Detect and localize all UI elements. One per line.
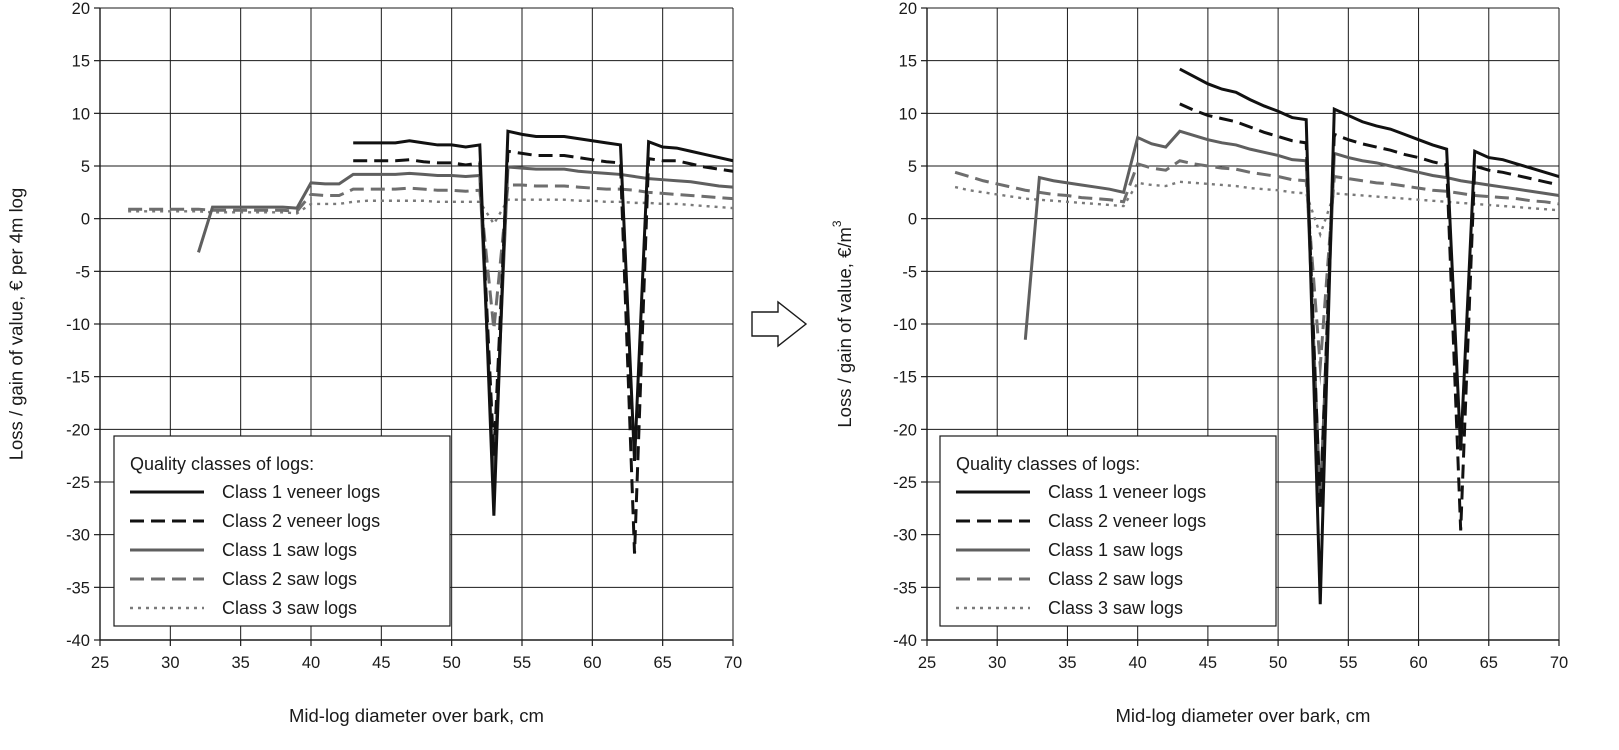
left-series-class-3-saw-logs — [128, 198, 734, 227]
right-x-axis-title: Mid-log diameter over bark, cm — [1116, 705, 1371, 726]
right-y-tick-label: 10 — [899, 105, 917, 123]
left-x-tick-label: 60 — [583, 654, 601, 672]
right-y-tick-label: -20 — [893, 421, 917, 439]
left-series-class-1-saw-logs — [197, 165, 734, 483]
left-y-tick-label: -10 — [66, 316, 90, 334]
left-x-tick-label: 25 — [91, 654, 109, 672]
right-y-tick-label: 15 — [899, 53, 917, 71]
left-legend-title: Quality classes of logs: — [130, 454, 314, 474]
right-series-class-2-saw-logs — [954, 159, 1560, 387]
right-y-tick-label: -10 — [893, 316, 917, 334]
right-chart: Quality classes of logs: Class 1 veneer … — [830, 0, 1568, 726]
left-y-tick-label: -20 — [66, 421, 90, 439]
right-x-tick-label: 60 — [1409, 654, 1427, 672]
right-legend-label: Class 3 saw logs — [1048, 598, 1183, 618]
left-series-class-2-veneer-logs — [353, 149, 734, 554]
left-x-axis-title: Mid-log diameter over bark, cm — [289, 705, 544, 726]
left-legend-label: Class 2 veneer logs — [222, 511, 380, 531]
right-y-tick-label: 0 — [908, 211, 917, 229]
left-series-class-1-veneer-logs — [353, 129, 734, 516]
left-legend-label: Class 1 veneer logs — [222, 482, 380, 502]
left-y-tick-label: 15 — [72, 53, 90, 71]
left-x-tick-label: 65 — [653, 654, 671, 672]
left-legend-box — [113, 435, 451, 627]
right-legend-label: Class 1 saw logs — [1048, 540, 1183, 560]
left-y-tick-label: -25 — [66, 474, 90, 492]
left-y-tick-label: 10 — [72, 105, 90, 123]
left-y-tick-label: 0 — [81, 211, 90, 229]
left-y-tick-label: -30 — [66, 527, 90, 545]
right-y-tick-label: -30 — [893, 527, 917, 545]
right-x-tick-label: 35 — [1058, 654, 1076, 672]
right-y-axis-title-sup: 3 — [830, 220, 844, 227]
right-y-tick-label: -15 — [893, 369, 917, 387]
right-y-tick-label: -40 — [893, 632, 917, 650]
right-x-tick-label: 45 — [1199, 654, 1217, 672]
left-legend-label: Class 3 saw logs — [222, 598, 357, 618]
left-chart-series — [128, 129, 734, 554]
right-x-tick-label: 55 — [1339, 654, 1357, 672]
right-series-class-1-saw-logs — [1023, 129, 1560, 504]
left-x-tick-label: 55 — [513, 654, 531, 672]
left-legend-label: Class 2 saw logs — [222, 569, 357, 589]
right-x-tick-label: 65 — [1480, 654, 1498, 672]
right-x-tick-label: 50 — [1269, 654, 1287, 672]
right-legend-title: Quality classes of logs: — [956, 454, 1140, 474]
right-x-tick-label: 70 — [1550, 654, 1568, 672]
right-legend-label: Class 2 saw logs — [1048, 569, 1183, 589]
right-x-tick-label: 40 — [1128, 654, 1146, 672]
right-legend-label: Class 1 veneer logs — [1048, 482, 1206, 502]
right-x-tick-label: 25 — [918, 654, 936, 672]
left-y-tick-label: -35 — [66, 579, 90, 597]
right-y-tick-label: -35 — [893, 579, 917, 597]
right-series-class-3-saw-logs — [954, 180, 1560, 239]
left-y-tick-label: -15 — [66, 369, 90, 387]
left-chart: Quality classes of logs: Class 1 veneer … — [6, 0, 743, 726]
right-y-tick-label: 20 — [899, 0, 917, 18]
left-y-tick-label: 5 — [81, 158, 90, 176]
right-chart-series — [954, 67, 1560, 605]
left-y-tick-label: 20 — [72, 0, 90, 18]
right-y-axis-title-main: Loss / gain of value, €/m — [834, 227, 855, 428]
left-x-tick-label: 40 — [302, 654, 320, 672]
left-y-tick-label: -5 — [75, 263, 90, 281]
left-x-tick-label: 45 — [372, 654, 390, 672]
left-y-axis-title: Loss / gain of value, € per 4m log — [6, 188, 27, 461]
right-chart-ticks: 25 30 35 40 45 50 55 60 65 7020151050-5-10-15-20-… — [893, 0, 1568, 672]
left-y-tick-label: -40 — [66, 632, 90, 650]
right-y-tick-label: 5 — [908, 158, 917, 176]
right-y-tick-label: -5 — [902, 263, 917, 281]
left-chart-legend: Quality classes of logs: Class 1 veneer … — [113, 435, 451, 627]
left-legend-label: Class 1 saw logs — [222, 540, 357, 560]
right-y-axis-title: Loss / gain of value, €/m3 — [830, 220, 855, 428]
left-x-tick-label: 30 — [161, 654, 179, 672]
right-x-tick-label: 30 — [988, 654, 1006, 672]
left-x-tick-label: 70 — [724, 654, 742, 672]
left-chart-ticks: 25 30 35 40 45 50 55 60 65 7020151050-5-10-15-20-… — [66, 0, 742, 672]
right-legend-label: Class 2 veneer logs — [1048, 511, 1206, 531]
right-series-class-1-veneer-logs — [1179, 67, 1560, 605]
right-chart-legend: Quality classes of logs: Class 1 veneer … — [939, 435, 1277, 627]
right-arrow-icon — [751, 300, 808, 348]
right-series-class-2-veneer-logs — [1179, 102, 1560, 531]
left-x-tick-label: 35 — [231, 654, 249, 672]
right-y-tick-label: -25 — [893, 474, 917, 492]
right-legend-box — [939, 435, 1277, 627]
left-x-tick-label: 50 — [442, 654, 460, 672]
